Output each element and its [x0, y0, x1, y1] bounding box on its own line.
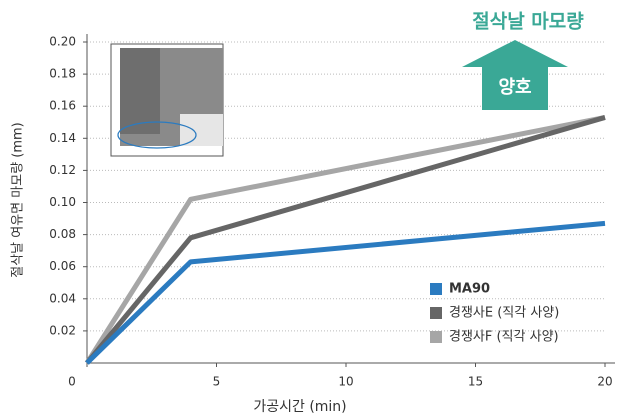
x-tick-label: 15	[468, 375, 483, 389]
annotation: 절삭날 마모량	[472, 11, 584, 33]
y-tick-label: 0.08	[49, 227, 76, 241]
y-tick-label: 0.16	[49, 99, 76, 113]
legend-swatch	[430, 307, 442, 319]
legend-label: 경쟁사E (직각 사양)	[449, 306, 559, 321]
y-tick-label: 0.14	[49, 131, 76, 145]
series-line	[85, 220, 606, 365]
legend-label: 경쟁사F (직각 사양)	[449, 330, 559, 345]
x-tick-label: 20	[597, 375, 612, 389]
x-tick-label: 5	[213, 375, 221, 389]
legend-label: MA90	[449, 282, 490, 297]
y-axis-title: 절삭날 여유면 마모량 (mm)	[11, 122, 26, 278]
y-tick-label: 0.12	[49, 163, 76, 177]
x-tick-label: 10	[338, 375, 353, 389]
inset-photo	[110, 43, 224, 157]
series-line	[85, 115, 606, 365]
legend-swatch	[430, 331, 442, 343]
arrow-label: 양호	[498, 77, 531, 98]
series-line	[84, 114, 606, 365]
x-tick-label: 0	[68, 375, 76, 389]
arrow	[462, 40, 568, 110]
y-tick-label: 0.18	[49, 67, 76, 81]
y-tick-label: 0.02	[49, 323, 76, 337]
y-tick-label: 0.04	[49, 291, 76, 305]
y-tick-label: 0.06	[49, 259, 76, 273]
x-axis-title: 가공시간 (min)	[253, 399, 346, 415]
legend-swatch	[430, 283, 442, 295]
y-tick-label: 0.20	[49, 35, 76, 49]
y-tick-label: 0.10	[49, 195, 76, 209]
